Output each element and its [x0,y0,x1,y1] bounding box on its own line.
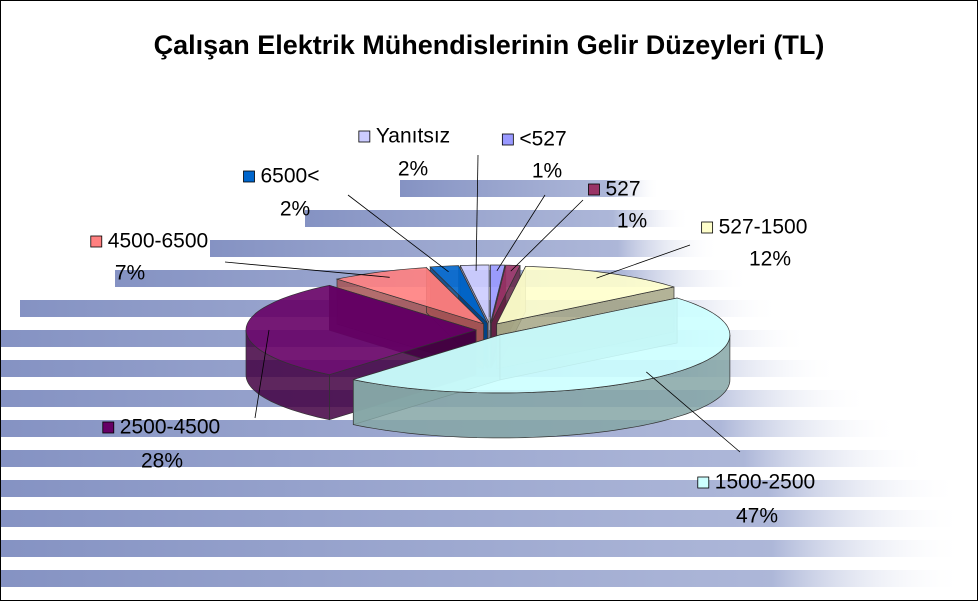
legend-swatch [359,131,370,142]
slice-value-label: 12% [749,248,791,271]
legend-swatch [103,422,114,433]
leader-line [497,195,545,271]
slice-label: 1500-2500 [715,471,815,494]
chart: <527 1% 527 1% 527-1500 12% 1500-2500 47% 2500-4… [0,0,978,601]
slice-label: 6500< [261,165,320,188]
chart-title: Çalışan Elektrik Mühendislerinin Gelir D… [129,24,849,66]
background-stripe [0,570,965,587]
legend-swatch [244,171,255,182]
background-stripe [0,510,965,527]
slice-label: 527 [605,178,640,201]
slice-value-label: 1% [617,210,647,233]
legend-swatch [698,477,709,488]
legend-swatch [588,184,599,195]
background-stripe [0,450,930,467]
slice-value-label: 1% [532,160,562,183]
legend-swatch [502,134,513,145]
slice-value-label: 28% [141,450,183,473]
legend-swatch [91,236,102,247]
slice-label: <527 [519,128,566,151]
legend-swatch [702,222,713,233]
slice-label: Yanıtsız [376,125,450,148]
background-stripe [0,480,960,497]
background-stripe [0,540,965,557]
slice-value-label: 47% [736,505,778,528]
chart-canvas: <527 1% 527 1% 527-1500 12% 1500-2500 47% 2500-4… [0,0,978,601]
slice-value-label: 2% [280,198,310,221]
slice-label: 2500-4500 [120,416,220,439]
background-stripe [210,240,720,257]
slice-label: 4500-6500 [108,230,208,253]
slice-value-label: 7% [115,262,145,285]
leader-line [348,195,449,272]
slice-label: 527-1500 [719,216,808,239]
slice-value-label: 2% [398,158,428,181]
